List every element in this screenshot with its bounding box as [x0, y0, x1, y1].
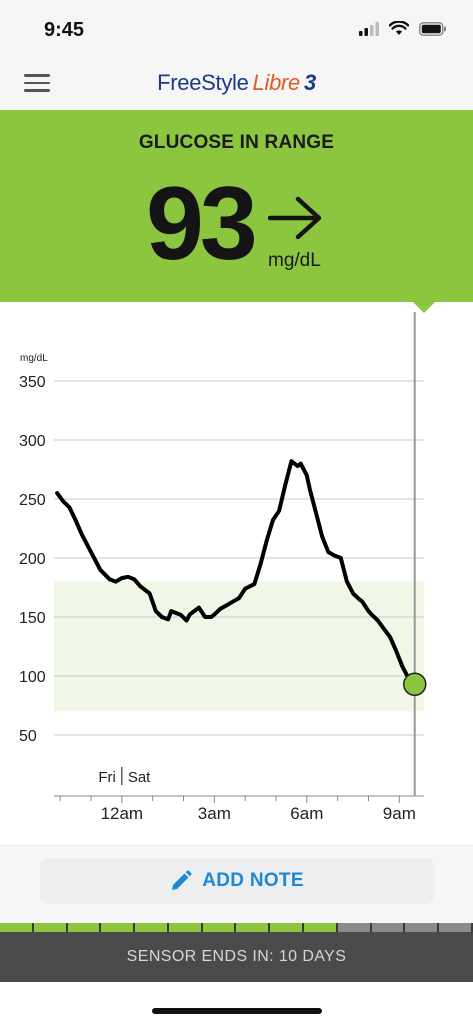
home-indicator[interactable] [152, 1008, 322, 1014]
logo-three: 3 [303, 70, 316, 95]
glucose-value: 93 [146, 166, 258, 282]
app-header: FreeStyle Libre 3 [0, 60, 473, 110]
x-tick-label: 12am [101, 804, 144, 823]
logo-libre: Libre [252, 70, 301, 95]
sensor-ends-label: SENSOR ENDS IN: 10 DAYS [126, 948, 347, 965]
sensor-day-segment [202, 923, 237, 932]
sensor-day-segment [337, 923, 372, 932]
app-logo: FreeStyle Libre 3 [0, 70, 473, 96]
sensor-day-segment [168, 923, 203, 932]
glucose-unit: mg/dL [268, 250, 321, 271]
glucose-chart[interactable]: 50 100 150 200 250 300 350 mg/dL 12am 3am 6am 9am… [0, 312, 473, 842]
x-tick-label: 9am [383, 804, 416, 823]
sensor-day-segment [439, 923, 473, 932]
x-tick-label: 6am [290, 804, 323, 823]
y-tick-label: 250 [19, 492, 46, 509]
sensor-day-segment [0, 923, 34, 932]
sensor-day-segment [304, 923, 338, 932]
cellular-signal-icon [359, 21, 379, 36]
y-tick-label: 100 [19, 669, 46, 686]
y-tick-label: 150 [19, 610, 46, 627]
sensor-day-segment [33, 923, 68, 932]
y-tick-label: 350 [19, 374, 46, 391]
glucose-panel: GLUCOSE IN RANGE 93 mg/dL [0, 110, 473, 302]
glucose-trace-line [55, 459, 417, 687]
pencil-icon [172, 870, 192, 890]
y-tick-label: 200 [19, 551, 46, 568]
wifi-icon [389, 21, 409, 35]
y-axis-unit: mg/dL [20, 353, 48, 364]
sensor-day-segment [101, 923, 136, 932]
target-range-band [54, 581, 424, 712]
y-tick-label: 50 [19, 728, 37, 745]
glucose-status: GLUCOSE IN RANGE [138, 132, 335, 153]
steady-arrow-icon [268, 196, 322, 240]
logo-freestyle: FreeStyle [157, 70, 249, 95]
panel-pointer [412, 301, 436, 313]
battery-icon [419, 21, 446, 36]
bottom-area [0, 982, 473, 1023]
add-note-label: ADD NOTE [202, 870, 304, 891]
current-reading-point[interactable] [403, 672, 427, 697]
menu-icon[interactable] [24, 74, 50, 94]
sensor-day-segment [405, 923, 440, 932]
sensor-day-segment [67, 923, 102, 932]
sensor-day-segment [270, 923, 305, 932]
y-tick-label: 300 [19, 433, 46, 450]
day-label-left: Fri [98, 769, 116, 786]
sensor-day-segment [236, 923, 271, 932]
sensor-life-progress [0, 923, 473, 932]
day-label-right: Sat [128, 769, 151, 786]
x-tick-label: 3am [198, 804, 231, 823]
sensor-day-segment [371, 923, 406, 932]
add-note-button[interactable]: ADD NOTE [40, 858, 434, 904]
status-icons [359, 21, 447, 36]
status-bar: 9:45 [0, 0, 473, 60]
status-time: 9:45 [44, 19, 85, 41]
sensor-day-segment [135, 923, 169, 932]
sensor-status-bar: SENSOR ENDS IN: 10 DAYS [0, 932, 473, 982]
note-area: ADD NOTE [0, 845, 473, 924]
